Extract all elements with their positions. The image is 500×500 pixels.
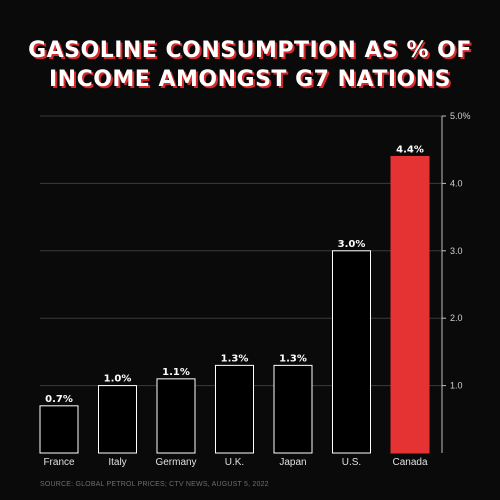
data-label: 1.1% — [162, 367, 190, 378]
x-tick-label: Japan — [279, 457, 306, 468]
data-label: 1.3% — [221, 353, 249, 364]
y-tick-label: 3.0 — [450, 246, 463, 256]
bar-us — [332, 250, 371, 454]
chart-title: GASOLINE CONSUMPTION AS % OF INCOME AMON… — [0, 36, 500, 94]
bar-japan — [273, 364, 313, 454]
y-tick-label: 1.0 — [450, 381, 463, 391]
source-note: SOURCE: GLOBAL PETROL PRICES; CTV NEWS, … — [40, 481, 269, 488]
chart-title-line-1: GASOLINE CONSUMPTION AS % OF — [28, 38, 472, 63]
bar-canada — [390, 155, 430, 454]
data-label: 1.3% — [279, 353, 307, 364]
x-tick-label: Italy — [108, 457, 126, 468]
x-tick-label: France — [43, 457, 75, 468]
bar-italy — [98, 385, 137, 454]
y-tick-label: 4.0 — [450, 178, 463, 188]
data-label: 3.0% — [338, 239, 366, 250]
x-tick-label: Canada — [392, 457, 427, 468]
bar-france — [39, 405, 79, 454]
x-tick-label: Germany — [155, 457, 196, 468]
bar-germany — [156, 378, 196, 454]
bar-uk — [215, 364, 254, 454]
data-label: 4.4% — [396, 144, 424, 155]
data-label: 1.0% — [104, 374, 132, 385]
x-tick-label: U.K. — [225, 457, 244, 468]
data-label: 0.7% — [45, 394, 73, 405]
y-tick-label: 5.0% — [450, 111, 471, 121]
x-tick-label: U.S. — [342, 457, 361, 468]
y-tick-label: 2.0 — [450, 313, 463, 323]
chart-title-line-2: INCOME AMONGST G7 NATIONS — [48, 67, 452, 92]
